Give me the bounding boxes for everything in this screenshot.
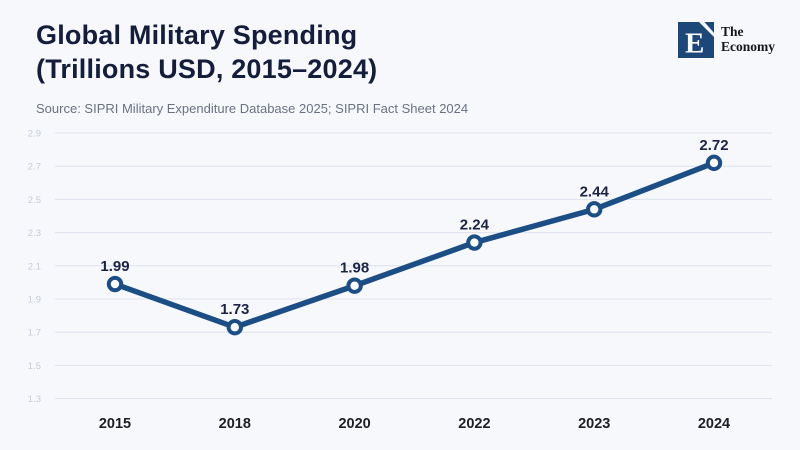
page-title: Global Military Spending (Trillions USD,… — [36, 18, 377, 86]
data-point[interactable] — [106, 275, 124, 293]
data-point[interactable] — [586, 201, 603, 218]
logo-letter: E — [685, 28, 704, 59]
x-axis-label: 2020 — [338, 416, 370, 432]
y-tick-label: 1.9 — [28, 295, 41, 306]
x-axis-label: 2024 — [698, 416, 730, 432]
y-tick-label: 2.1 — [28, 261, 41, 272]
y-tick-label: 1.7 — [28, 328, 41, 339]
y-tick-label: 1.5 — [28, 361, 41, 372]
data-point[interactable] — [226, 319, 244, 336]
y-tick-label: 2.7 — [28, 162, 41, 173]
value-label: 1.73 — [220, 301, 249, 318]
logo-word-the: The — [721, 24, 744, 39]
source-attribution: Source: SIPRI Military Expenditure Datab… — [36, 101, 469, 116]
y-tick-label: 2.9 — [28, 129, 41, 140]
data-point[interactable] — [466, 234, 483, 251]
y-tick-label: 1.3 — [28, 394, 41, 405]
title-line-2: (Trillions USD, 2015–2024) — [36, 54, 378, 84]
data-point[interactable] — [346, 277, 363, 294]
logo-mark-icon: E — [678, 22, 714, 58]
x-axis-label: 2022 — [458, 416, 490, 432]
value-label: 2.24 — [460, 217, 490, 234]
logo-word-economy: Economy — [721, 38, 775, 54]
y-tick-label: 2.5 — [28, 195, 41, 206]
the-economy-logo: E The Economy — [678, 22, 775, 58]
value-label: 1.98 — [340, 260, 369, 277]
spending-line — [112, 160, 717, 330]
title-line-1: Global Military Spending — [36, 20, 358, 50]
value-label: 2.72 — [699, 137, 728, 154]
x-axis-label: 2015 — [99, 416, 131, 432]
x-axis-label: 2018 — [219, 416, 251, 432]
value-label: 2.44 — [580, 183, 610, 200]
x-axis-label: 2023 — [578, 416, 610, 432]
value-label: 1.99 — [100, 258, 129, 275]
logo-wordmark: The Economy — [721, 22, 775, 54]
data-point[interactable] — [705, 154, 723, 172]
y-tick-label: 2.3 — [28, 228, 41, 239]
logo-pennant — [704, 22, 714, 33]
